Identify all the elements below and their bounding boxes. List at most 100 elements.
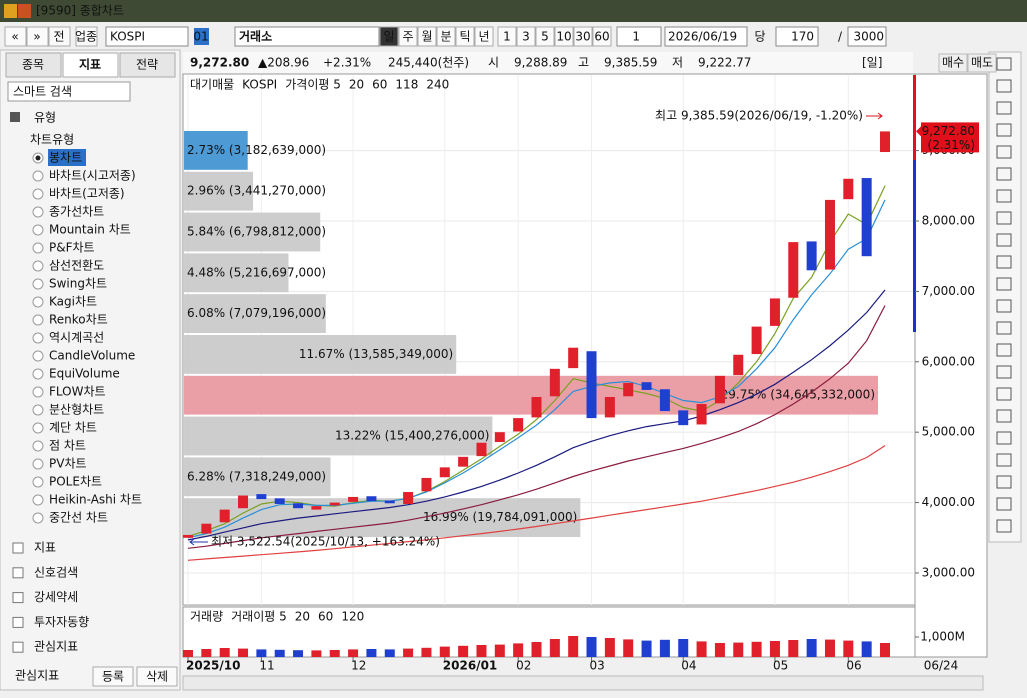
toolbar-button[interactable]: [48, 26, 71, 47]
radio[interactable]: [32, 260, 44, 272]
expand-icon[interactable]: [12, 641, 24, 653]
tool-icon[interactable]: [996, 431, 1012, 445]
chart-type-option[interactable]: 점 차트: [49, 439, 86, 453]
radio[interactable]: [32, 368, 44, 380]
radio[interactable]: [32, 422, 44, 434]
panel-tab[interactable]: [5, 52, 62, 78]
chart-type-option[interactable]: 봉차트: [49, 151, 82, 165]
tool-icon[interactable]: [996, 167, 1012, 181]
trade-button[interactable]: [967, 53, 997, 73]
panel-tab[interactable]: [62, 52, 119, 78]
group-label[interactable]: 투자자동향: [34, 615, 89, 629]
expand-icon[interactable]: [12, 592, 24, 604]
group-label[interactable]: 강세약세: [34, 589, 78, 604]
footer-button[interactable]: [136, 666, 178, 687]
tool-icon[interactable]: [996, 497, 1012, 511]
tool-icon[interactable]: [996, 211, 1012, 225]
chart-type-option[interactable]: EquiVolume: [49, 367, 120, 381]
chart-type-option[interactable]: 분산형차트: [49, 403, 104, 417]
radio[interactable]: [32, 458, 44, 470]
radio[interactable]: [32, 206, 44, 218]
interval-button[interactable]: [497, 26, 517, 47]
chart-type-option[interactable]: Kagi차트: [49, 295, 97, 309]
chart-type-option[interactable]: Heikin-Ashi 차트: [49, 493, 142, 507]
radio[interactable]: [32, 494, 44, 506]
chart-type-option[interactable]: P&F차트: [49, 241, 95, 255]
tool-icon[interactable]: [996, 299, 1012, 313]
interval-input[interactable]: [616, 26, 662, 47]
tool-icon[interactable]: [996, 475, 1012, 489]
period-button[interactable]: [436, 26, 456, 47]
tool-icon[interactable]: [996, 519, 1012, 533]
tool-icon[interactable]: [996, 409, 1012, 423]
panel-tab[interactable]: [119, 52, 176, 78]
interval-button[interactable]: [535, 26, 555, 47]
radio[interactable]: [32, 404, 44, 416]
interval-button[interactable]: [516, 26, 536, 47]
buy-button-label[interactable]: 매수: [942, 56, 964, 70]
period-button[interactable]: [398, 26, 418, 47]
toolbar-button[interactable]: [26, 26, 49, 47]
radio[interactable]: [32, 476, 44, 488]
expand-icon[interactable]: [12, 542, 24, 554]
radio[interactable]: [32, 440, 44, 452]
trade-button[interactable]: [938, 53, 968, 73]
footer-button-label[interactable]: 삭제: [146, 670, 168, 684]
radio[interactable]: [32, 350, 44, 362]
tool-icon[interactable]: [996, 57, 1012, 71]
radio[interactable]: [32, 170, 44, 182]
period-button[interactable]: [417, 26, 437, 47]
chart-type-option[interactable]: CandleVolume: [49, 349, 135, 363]
chart-type-option[interactable]: Swing차트: [49, 277, 107, 291]
radio[interactable]: [32, 332, 44, 344]
radio[interactable]: [32, 296, 44, 308]
interval-button[interactable]: [592, 26, 612, 47]
group-label[interactable]: 지표: [34, 541, 56, 555]
period-button[interactable]: [455, 26, 475, 47]
tool-icon[interactable]: [996, 277, 1012, 291]
chart-type-option[interactable]: 바차트(시고저종): [49, 169, 136, 183]
radio[interactable]: [32, 314, 44, 326]
chart-type-option[interactable]: FLOW차트: [49, 385, 106, 399]
interval-button[interactable]: [573, 26, 593, 47]
chart-type-option[interactable]: 계단 차트: [49, 421, 97, 435]
footer-button-label[interactable]: 등록: [102, 670, 124, 684]
expand-icon[interactable]: [12, 616, 24, 628]
tool-icon[interactable]: [996, 101, 1012, 115]
tool-icon[interactable]: [996, 189, 1012, 203]
tool-icon[interactable]: [996, 145, 1012, 159]
tool-icon[interactable]: [996, 343, 1012, 357]
period-button[interactable]: [379, 26, 399, 47]
chart-type-option[interactable]: 중간선 차트: [49, 511, 108, 525]
group-label[interactable]: 신호검색: [34, 565, 78, 579]
radio[interactable]: [32, 242, 44, 254]
search-input[interactable]: [7, 81, 131, 102]
radio[interactable]: [32, 386, 44, 398]
code-input[interactable]: [105, 26, 189, 47]
tool-icon[interactable]: [996, 255, 1012, 269]
radio[interactable]: [32, 188, 44, 200]
chart-type-option[interactable]: Renko차트: [49, 313, 108, 327]
radio[interactable]: [32, 278, 44, 290]
chart-type-option[interactable]: 종가선차트: [49, 205, 104, 219]
footer-button[interactable]: [92, 666, 134, 687]
radio[interactable]: [32, 512, 44, 524]
period-button[interactable]: [474, 26, 494, 47]
sell-button-label[interactable]: 매도: [971, 56, 993, 70]
tool-icon[interactable]: [996, 453, 1012, 467]
radio[interactable]: [32, 224, 44, 236]
tool-icon[interactable]: [996, 365, 1012, 379]
chart-type-option[interactable]: 바차트(고저종): [49, 187, 125, 201]
tool-icon[interactable]: [996, 123, 1012, 137]
chart-type-option[interactable]: 역시계곡선: [49, 331, 104, 345]
chart-type-option[interactable]: 삼선전환도: [49, 259, 104, 273]
tool-icon[interactable]: [996, 233, 1012, 247]
chart-type-option[interactable]: POLE차트: [49, 475, 102, 489]
tool-icon[interactable]: [996, 321, 1012, 335]
chart-type-option[interactable]: Mountain 차트: [49, 223, 131, 237]
group-label[interactable]: 관심지표: [34, 640, 78, 654]
tool-icon[interactable]: [996, 79, 1012, 93]
tool-icon[interactable]: [996, 387, 1012, 401]
interval-button[interactable]: [554, 26, 574, 47]
chart-type-option[interactable]: PV차트: [49, 457, 87, 471]
